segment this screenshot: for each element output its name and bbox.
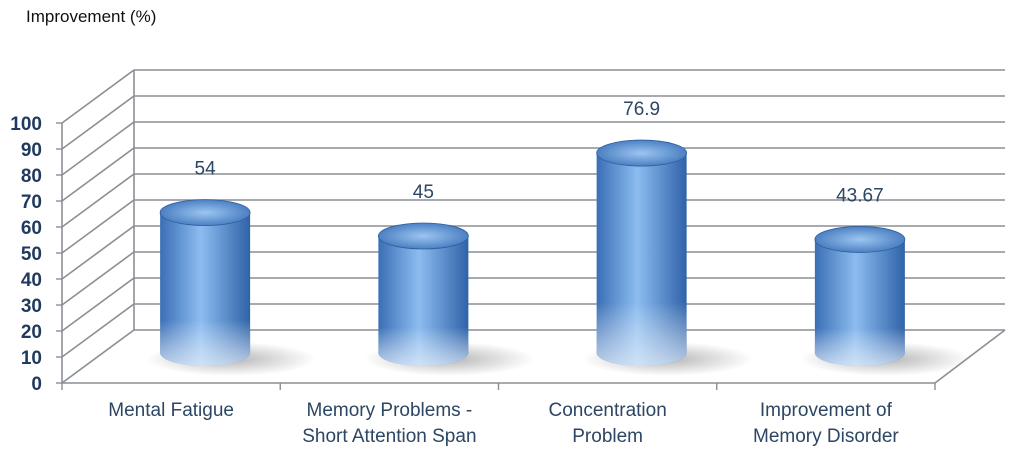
y-tick-label: 100: [10, 114, 42, 135]
gridline: [61, 173, 1005, 228]
y-tick-label: 70: [21, 192, 42, 213]
y-tick-label: 90: [21, 140, 42, 161]
x-tick-label: Memory Disorder: [753, 426, 899, 447]
gridline: [61, 95, 1005, 150]
gridline: [61, 69, 1005, 124]
bar-reflection: [160, 212, 251, 366]
x-tick-label: Memory Problems -: [307, 400, 473, 421]
x-axis: Mental Fatigue Memory Problems - Short Att…: [61, 382, 936, 447]
y-tick-label: 0: [31, 374, 42, 395]
data-labels: 54 45 76.9 43.67: [195, 99, 884, 206]
gridline: [61, 121, 1005, 176]
y-tick-label: 20: [21, 322, 42, 343]
x-tick-label: Improvement of: [760, 400, 893, 421]
x-tick-label: Problem: [572, 426, 643, 447]
y-tick-label: 80: [21, 166, 42, 187]
data-label: 45: [413, 182, 434, 203]
bar-top: [159, 199, 251, 227]
x-tick-label: Short Attention Span: [302, 426, 476, 447]
x-tick-label: Mental Fatigue: [108, 400, 234, 421]
bar-reflection: [596, 153, 687, 366]
bar-reflection: [814, 239, 905, 366]
bar-reflection: [378, 236, 469, 366]
gridline: [61, 147, 1005, 202]
data-label: 43.67: [836, 185, 884, 206]
bar: [800, 226, 971, 376]
data-label: 76.9: [623, 99, 660, 120]
bar: [582, 139, 753, 376]
y-tick-label: 30: [21, 296, 42, 317]
bar-top: [377, 222, 469, 250]
bar-top: [814, 226, 906, 253]
data-label: 54: [195, 159, 217, 180]
y-axis: 0 10 20 30 40 50 60 70 80 90 100: [10, 114, 63, 395]
y-tick-label: 40: [21, 270, 42, 291]
x-tick-label: Concentration: [548, 400, 666, 421]
bar-top: [596, 139, 688, 167]
bar: [146, 199, 317, 376]
gridline: [61, 199, 1005, 254]
y-tick-label: 10: [21, 348, 42, 369]
gridline: [61, 225, 1005, 280]
y-tick-label: 50: [21, 244, 42, 265]
y-tick-label: 60: [21, 218, 42, 239]
bars: [146, 139, 971, 376]
y-axis-title: Improvement (%): [26, 7, 156, 26]
bar: [364, 222, 535, 376]
